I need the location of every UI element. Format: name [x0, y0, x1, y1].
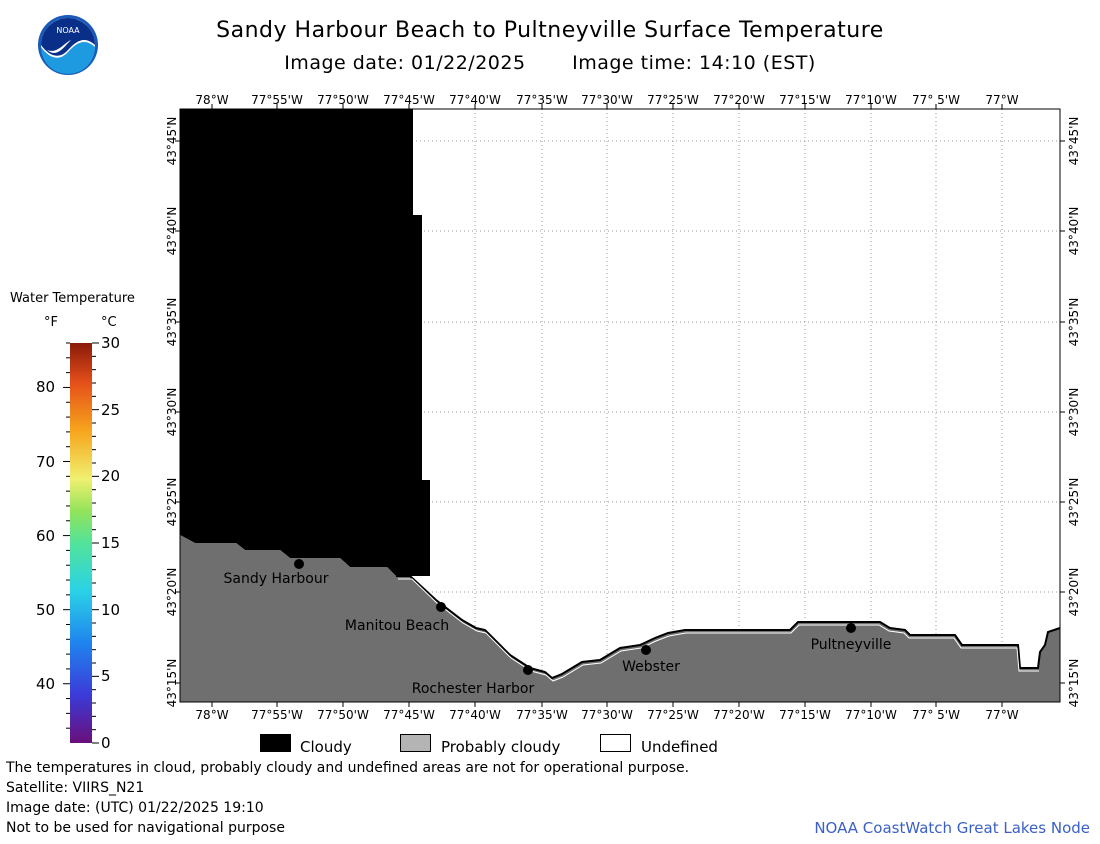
colorbar-unit-c: °C — [101, 315, 117, 330]
lon-label-top: 77°50'W — [317, 93, 369, 107]
lon-label-bottom: 78°W — [195, 708, 228, 722]
lon-label-bottom: 77°10'W — [845, 708, 897, 722]
colorbar-f-label: 50 — [36, 600, 56, 619]
legend-cloudy-label: Cloudy — [300, 738, 352, 756]
colorbar-c-label: 25 — [101, 400, 121, 419]
place-marker — [294, 559, 304, 569]
colorbar — [63, 342, 99, 744]
colorbar-c-label: 20 — [101, 467, 121, 486]
lon-label-bottom: 77°25'W — [647, 708, 699, 722]
svg-text:NOAA: NOAA — [56, 26, 80, 35]
lat-label-right: 43°20'N — [1067, 568, 1081, 617]
lon-label-top: 77°10'W — [845, 93, 897, 107]
place-marker — [523, 665, 533, 675]
map-subtitle: Image date: 01/22/2025 Image time: 14:10… — [0, 52, 1100, 74]
coastline-shadow — [398, 578, 1039, 682]
lon-label-bottom: 77°20'W — [713, 708, 765, 722]
lon-label-bottom: 77°55'W — [251, 708, 303, 722]
lat-label-right: 43°45'N — [1067, 117, 1081, 166]
colorbar-c-label: 15 — [101, 534, 121, 552]
lon-label-bottom: 77°50'W — [317, 708, 369, 722]
image-date: Image date: 01/22/2025 — [284, 52, 526, 74]
lon-label-bottom: 77° 5'W — [912, 708, 960, 722]
lon-label-top: 77° 5'W — [912, 93, 960, 107]
lon-label-bottom: 77°40'W — [449, 708, 501, 722]
coastline — [396, 575, 1061, 680]
place-label: Rochester Harbor — [412, 681, 535, 697]
lat-label-right: 43°35'N — [1067, 298, 1081, 347]
colorbar-c-label: 10 — [101, 600, 121, 619]
lon-label-bottom: 77°35'W — [516, 708, 568, 722]
lon-label-top: 77°25'W — [647, 93, 699, 107]
colorbar-title: Water Temperature — [10, 291, 135, 306]
image-time: Image time: 14:10 (EST) — [572, 52, 816, 74]
noaa-logo: NOAA — [38, 15, 98, 75]
lat-label-left: 43°20'N — [165, 568, 179, 617]
colorbar-f-label: 70 — [36, 452, 56, 471]
lon-label-top: 78°W — [195, 93, 228, 107]
lat-label-left: 43°40'N — [165, 207, 179, 256]
legend-undefined-swatch — [600, 734, 631, 752]
colorbar-f-label: 60 — [36, 526, 56, 545]
disclaimer-text: The temperatures in cloud, probably clou… — [6, 760, 690, 776]
lat-label-right: 43°30'N — [1067, 388, 1081, 437]
place-label: Pultneyville — [811, 637, 892, 653]
nav-warning-text: Not to be used for navigational purpose — [6, 820, 285, 836]
map-border — [179, 108, 1061, 703]
legend-probably-cloudy-swatch — [400, 734, 431, 752]
lat-label-right: 43°15'N — [1067, 659, 1081, 708]
place-marker — [436, 602, 446, 612]
place-label: Manitou Beach — [345, 618, 449, 634]
lat-label-left: 43°15'N — [165, 659, 179, 708]
colorbar-f-label: 40 — [36, 674, 56, 693]
lon-label-top: 77°55'W — [251, 93, 303, 107]
place-marker — [641, 645, 651, 655]
place-label: Webster — [622, 659, 680, 675]
colorbar-c-label: 0 — [101, 734, 111, 752]
colorbar-gradient — [70, 343, 92, 743]
lon-label-top: 77°45'W — [383, 93, 435, 107]
colorbar-c-label: 5 — [101, 667, 111, 686]
satellite-text: Satellite: VIIRS_N21 — [6, 780, 145, 796]
lat-label-left: 43°25'N — [165, 478, 179, 527]
legend-undefined-label: Undefined — [641, 738, 718, 756]
lon-label-top: 77°35'W — [516, 93, 568, 107]
lat-label-left: 43°30'N — [165, 388, 179, 437]
cloud-area — [180, 109, 430, 576]
utc-date-text: Image date: (UTC) 01/22/2025 19:10 — [6, 800, 264, 816]
map-title: Sandy Harbour Beach to Pultneyville Surf… — [216, 18, 884, 43]
lon-label-bottom: 77°W — [985, 708, 1018, 722]
lon-label-bottom: 77°30'W — [581, 708, 633, 722]
colorbar-c-label: 30 — [101, 334, 121, 352]
legend-cloudy-swatch — [260, 734, 291, 752]
colorbar-unit-f: °F — [44, 315, 58, 330]
lon-label-top: 77°30'W — [581, 93, 633, 107]
place-label: Sandy Harbour — [224, 571, 329, 587]
place-marker — [846, 623, 856, 633]
lon-label-bottom: 77°45'W — [383, 708, 435, 722]
lat-label-left: 43°45'N — [165, 117, 179, 166]
legend-probably-cloudy-label: Probably cloudy — [441, 738, 561, 756]
lat-label-left: 43°35'N — [165, 298, 179, 347]
lat-label-right: 43°25'N — [1067, 478, 1081, 527]
colorbar-f-label: 80 — [36, 378, 56, 397]
lon-label-top: 77°20'W — [713, 93, 765, 107]
credit-text: NOAA CoastWatch Great Lakes Node — [814, 819, 1090, 837]
lat-label-right: 43°40'N — [1067, 207, 1081, 256]
lon-label-top: 77°40'W — [449, 93, 501, 107]
lon-label-bottom: 77°15'W — [779, 708, 831, 722]
lon-label-top: 77°15'W — [779, 93, 831, 107]
lon-label-top: 77°W — [985, 93, 1018, 107]
